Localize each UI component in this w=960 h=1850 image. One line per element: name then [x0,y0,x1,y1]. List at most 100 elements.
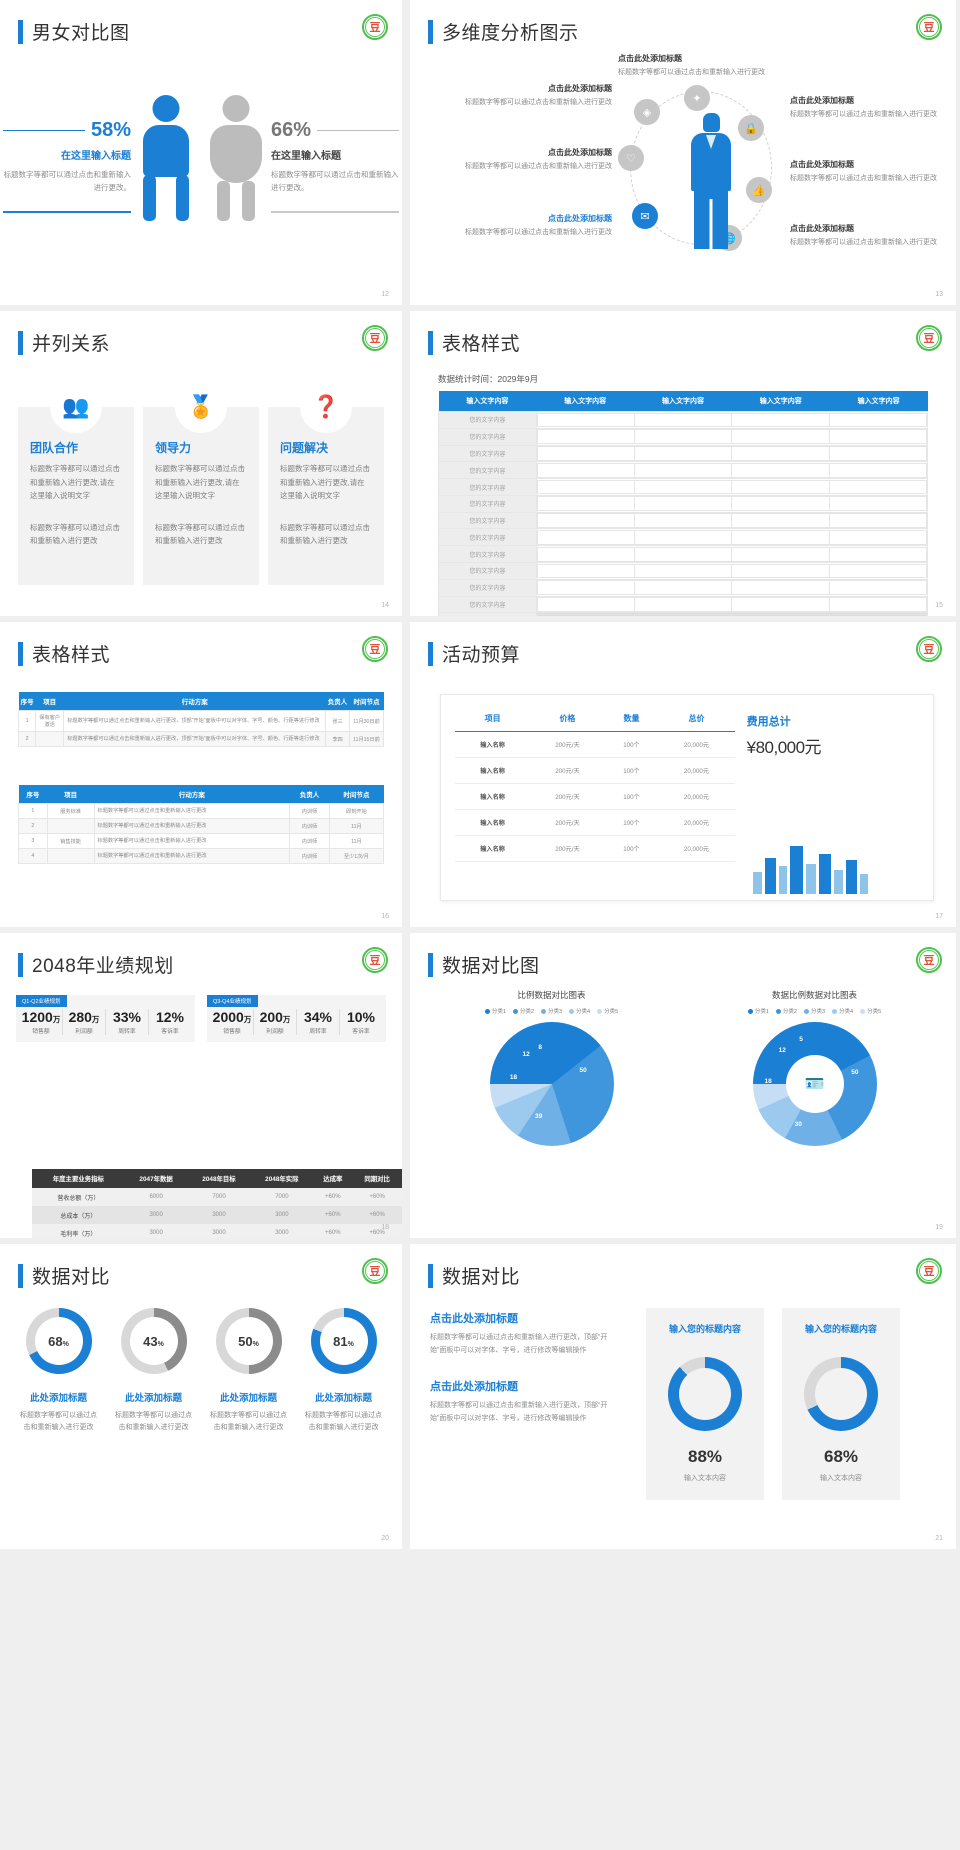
table-row[interactable]: 您的文字内容 [438,444,929,463]
card-leadership[interactable]: 🏅 领导力 标题数字等都可以通过点击和重新输入进行更改,请在这里输入说明文字 标… [143,381,259,585]
table-row[interactable]: 您的文字内容 [438,595,929,614]
cell[interactable] [634,412,733,428]
card-team[interactable]: 👥 团队合作 标题数字等都可以通过点击和重新输入进行更改,请在这里输入说明文字 … [18,381,134,585]
cell[interactable] [634,462,733,478]
table-row[interactable]: 您的文字内容 [438,511,929,530]
table-row[interactable]: 您的文字内容 [438,478,929,496]
gauge-item[interactable]: 68% 此处添加标题 标题数字等都可以通过点击和重新输入进行更改 [14,1308,103,1435]
table-row[interactable]: 2 标题数字等都可以通过点击和重新输入进行更改 内训师 11月 [18,818,385,835]
cell[interactable] [536,429,636,445]
table-row[interactable]: 输入名称 200元/天 100个 20,000元 [455,809,735,836]
table-row[interactable]: 2 标题数字等都可以通过点击和重新输入进行更改，顶部“开始”面板中可以对字体、字号… [17,730,385,748]
kpi-q1q2[interactable]: Q1-Q2业绩规划 1200万 销售额 280万 利润额 33% 周转率 12%… [16,995,195,1042]
cell[interactable] [536,597,636,612]
cell[interactable] [536,529,636,545]
legend-item[interactable]: 分类1 [484,1007,506,1015]
cell[interactable] [634,563,733,579]
table-row[interactable]: 您的文字内容 [438,612,929,616]
slide-13[interactable]: 多维度分析图示 豆 点击此处添加标题 标题数字等都可以通过点击和重新输入进行更改… [410,0,956,305]
mail-icon[interactable]: ✉ [632,203,658,229]
cell[interactable] [634,580,733,596]
cell[interactable] [536,446,636,461]
pie-chart-block[interactable]: 比例数据对比图表 分类1 分类2 分类3 分类4 分类5 50 39 18 12 8 [420,989,683,1146]
slide-18[interactable]: 2048年业绩规划 豆 Q1-Q2业绩规划 1200万 销售额 280万 利润额… [0,933,402,1238]
table-row[interactable]: 您的文字内容 [438,494,929,513]
cell[interactable] [828,580,928,596]
cell[interactable] [731,563,830,579]
node-1[interactable]: 点击此处添加标题 标题数字等都可以通过点击和重新输入进行更改 [462,83,612,109]
legend-item[interactable]: 分类3 [540,1007,562,1015]
slide-19[interactable]: 数据对比图 豆 比例数据对比图表 分类1 分类2 分类3 分类4 分类5 50 39 18 1… [410,933,956,1238]
budget-table[interactable]: 项目 价格 数量 总价 输入名称 200元/天 100个 20,000元 输入名称 200元/天… [455,713,735,862]
legend-item[interactable]: 分类5 [597,1007,618,1015]
slide-14[interactable]: 并列关系 豆 👥 团队合作 标题数字等都可以通过点击和重新输入进行更改,请在这里… [0,311,402,616]
cell[interactable] [731,613,830,616]
cell[interactable] [536,412,636,428]
cell[interactable] [828,597,928,612]
cell[interactable] [828,496,928,512]
slide-16[interactable]: 表格样式 豆 序号 项目 行动方案 负责人 时间节点 1 保有客户 激活 标题数字等都可以通过… [0,622,402,927]
table-row[interactable]: 4 标题数字等都可以通过点击和重新输入进行更改 内训师 至少1次/月 [18,848,385,865]
cell[interactable] [828,429,928,445]
cell[interactable] [634,529,733,545]
cell[interactable] [536,546,636,562]
table-row[interactable]: 您的文字内容 [438,578,929,597]
cell[interactable] [536,563,636,579]
panel-2[interactable]: 输入您的标题内容 68% 输入文本内容 [782,1308,900,1500]
legend-item[interactable]: 分类4 [569,1007,590,1015]
cell[interactable] [536,479,636,495]
table-row[interactable]: 输入名称 200元/天 100个 20,000元 [455,835,735,862]
node-4[interactable]: 点击此处添加标题 标题数字等都可以通过点击和重新输入进行更改 [618,53,768,79]
slide-15[interactable]: 表格样式 豆 数据统计时间：2029年9月 输入文字内容 输入文字内容 输入文字内容… [410,311,956,616]
table-row[interactable]: 您的文字内容 [438,411,929,429]
table-row[interactable]: 输入名称 200元/天 100个 20,000元 [455,783,735,810]
cell[interactable] [634,446,733,461]
cell[interactable] [731,446,830,461]
cell[interactable] [731,580,830,596]
action-table-a[interactable]: 序号 项目 行动方案 负责人 时间节点 1 保有客户 激活 标题数字等都可以通过点击和重新输入… [17,692,385,748]
cell[interactable] [536,513,636,528]
cell[interactable] [828,412,928,428]
legend-item[interactable]: 分类4 [832,1007,853,1015]
cell[interactable] [634,546,733,562]
sparkle-icon[interactable]: ✦ [684,85,710,111]
cell[interactable] [731,462,830,478]
legend-item[interactable]: 分类1 [747,1007,769,1015]
table-row[interactable]: 营收总额（万） 6000 7000 7000 +60% +60% [32,1188,402,1207]
table-row[interactable]: 您的文字内容 [438,461,929,480]
cell[interactable] [536,613,636,616]
table-row[interactable]: 您的文字内容 [438,427,929,446]
donut-chart[interactable]: 🪪 50 30 18 12 5 [752,1022,877,1146]
cell[interactable] [828,563,928,579]
data-table[interactable]: 输入文字内容 输入文字内容 输入文字内容 输入文字内容 输入文字内容 您的文字内容 您的… [438,391,929,616]
cell[interactable] [634,479,733,495]
slide-20[interactable]: 数据对比 豆 68% 此处添加标题 标题数字等都可以通过点击和重新输入进行更改 … [0,1244,402,1549]
panel-1[interactable]: 输入您的标题内容 88% 输入文本内容 [646,1308,764,1500]
cell[interactable] [731,496,830,512]
legend-item[interactable]: 分类2 [775,1007,797,1015]
cell[interactable] [828,546,928,562]
cell[interactable] [634,513,733,528]
legend-item[interactable]: 分类3 [803,1007,825,1015]
cell[interactable] [731,529,830,545]
table-row[interactable]: 您的文字内容 [438,528,929,547]
cell[interactable] [828,446,928,461]
table-row[interactable]: 总成本（万） 3000 3000 3000 +60% +60% [32,1206,402,1225]
pie-chart[interactable]: 50 39 18 12 8 [489,1022,614,1146]
legend-item[interactable]: 分类5 [860,1007,881,1015]
performance-table[interactable]: 年度主要业务指标 2047年数据 2048年目标 2048年实际 达成率 同期对比 营收总… [32,1169,402,1238]
cell[interactable] [828,529,928,545]
node-7[interactable]: 点击此处添加标题 标题数字等都可以通过点击和重新输入进行更改 [790,223,940,249]
cell[interactable] [536,462,636,478]
cell[interactable] [731,597,830,612]
cell[interactable] [731,513,830,528]
slide-12[interactable]: 男女对比图 豆 58% 在这里输入标题 标题数字等都可以通过点击和重新输入进行更… [0,0,402,305]
node-3[interactable]: 点击此处添加标题 标题数字等都可以通过点击和重新输入进行更改 [462,213,612,239]
cell[interactable] [634,613,733,616]
cell[interactable] [828,462,928,478]
slide-21[interactable]: 数据对比 豆 点击此处添加标题 标题数字等都可以通过点击和重新输入进行更改，顶部… [410,1244,956,1549]
diamond-icon[interactable]: ◈ [634,99,660,125]
node-2[interactable]: 点击此处添加标题 标题数字等都可以通过点击和重新输入进行更改 [462,147,612,173]
cell[interactable] [536,580,636,596]
donut-chart-block[interactable]: 数据比例数据对比图表 分类1 分类2 分类3 分类4 分类5 🪪 50 30 18 12 5 [683,989,946,1146]
